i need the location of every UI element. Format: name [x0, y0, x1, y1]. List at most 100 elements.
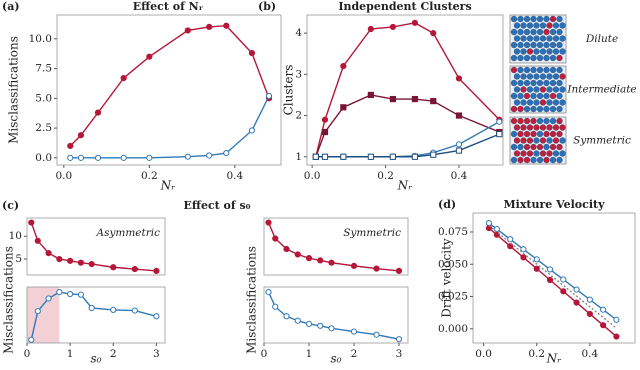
inset-particle: [526, 48, 534, 55]
inset-particle: [536, 92, 544, 100]
inset-particle: [530, 105, 537, 113]
marker: [340, 104, 347, 111]
inset-particle: [559, 99, 566, 106]
inset-particle: [517, 92, 524, 100]
marker: [283, 313, 290, 320]
inset-particle: [523, 130, 531, 138]
marker: [395, 267, 403, 274]
inset-particle: [559, 86, 566, 93]
marker: [317, 322, 324, 329]
marker: [146, 154, 153, 161]
inset-particle: [530, 117, 537, 125]
y-tick-label: 1: [295, 151, 302, 163]
inset-particle: [523, 105, 531, 113]
inset-particle: [539, 35, 547, 42]
inset-particle: [513, 99, 521, 106]
inset-particle: [520, 73, 527, 80]
marker: [45, 250, 52, 257]
inset-particle: [546, 35, 553, 42]
marker: [520, 246, 527, 253]
inset-particle: [552, 35, 560, 42]
y-tick-label: 5: [15, 253, 22, 265]
series-line: [69, 24, 270, 147]
inset-particle: [523, 41, 531, 49]
inset-particle: [556, 143, 563, 151]
inset-particle: [526, 99, 534, 106]
marker: [305, 255, 313, 262]
series-line: [70, 95, 270, 159]
marker: [430, 30, 437, 37]
marker: [28, 219, 35, 226]
inset-particle: [539, 86, 547, 93]
inset-particle: [533, 35, 540, 42]
marker: [294, 251, 301, 258]
annotation: Asymmetric: [95, 227, 160, 239]
x-axis-label: s₀: [331, 352, 342, 366]
inset-particle: [536, 143, 544, 151]
marker: [45, 295, 52, 302]
inset-particle: [530, 92, 537, 100]
marker: [77, 132, 85, 139]
marker: [560, 276, 567, 283]
marker: [389, 23, 396, 31]
marker: [350, 262, 358, 269]
y-axis-label: Misclassifications: [245, 246, 259, 354]
y-axis-label: Clusters: [282, 65, 296, 116]
inset-particle: [517, 143, 524, 151]
inset-particle: [539, 99, 547, 106]
inset-particle: [536, 15, 544, 23]
series-line: [30, 291, 157, 340]
inset-particle: [513, 150, 521, 157]
marker: [321, 153, 329, 160]
panel-label: (a): [2, 0, 20, 13]
inset-particle: [549, 28, 557, 36]
inset-particle: [517, 66, 524, 74]
inset-particle: [510, 54, 518, 62]
inset-particle: [510, 117, 518, 125]
inset-particle: [556, 41, 563, 49]
inset-particle: [526, 150, 534, 157]
inset-particle: [543, 92, 550, 100]
inset-particle: [520, 86, 527, 93]
inset-particle: [543, 28, 550, 36]
inset-particle: [559, 35, 566, 42]
inset-particle: [543, 130, 550, 138]
marker: [131, 265, 138, 273]
x-tick-label: 0.0: [304, 170, 321, 182]
inset-particle: [513, 22, 521, 29]
inset-particle: [510, 156, 518, 164]
marker: [283, 245, 290, 253]
marker: [395, 336, 403, 343]
inset-particle: [559, 22, 566, 29]
inset-particle: [536, 130, 544, 138]
inset-particle: [549, 15, 557, 23]
marker: [153, 267, 160, 274]
inset-particle: [549, 41, 557, 49]
x-tick-label: 0.4: [582, 348, 599, 360]
marker: [56, 288, 63, 296]
y-axis-label: Misclassifications: [2, 246, 16, 354]
inset-particle: [556, 105, 563, 113]
marker: [206, 152, 213, 159]
inset-particle: [513, 124, 521, 131]
inset-particle: [556, 28, 563, 36]
marker: [67, 154, 74, 161]
marker: [546, 276, 554, 284]
inset-particle: [536, 66, 544, 74]
panel-title: Independent Clusters: [338, 0, 471, 13]
marker: [94, 109, 102, 116]
inset-particle: [523, 117, 531, 125]
inset-particle: [517, 54, 524, 62]
marker: [131, 307, 138, 314]
inset-particle: [556, 130, 563, 138]
inset-particle: [546, 48, 553, 55]
y-tick-label: 0.075: [438, 226, 468, 238]
inset-particle: [530, 66, 537, 74]
inset-particle: [523, 54, 531, 62]
inset-particle: [520, 48, 527, 55]
y-tick-label: 0.0: [35, 152, 52, 164]
inset-particle: [539, 22, 547, 29]
marker: [573, 286, 580, 293]
inset-particle: [559, 137, 566, 144]
